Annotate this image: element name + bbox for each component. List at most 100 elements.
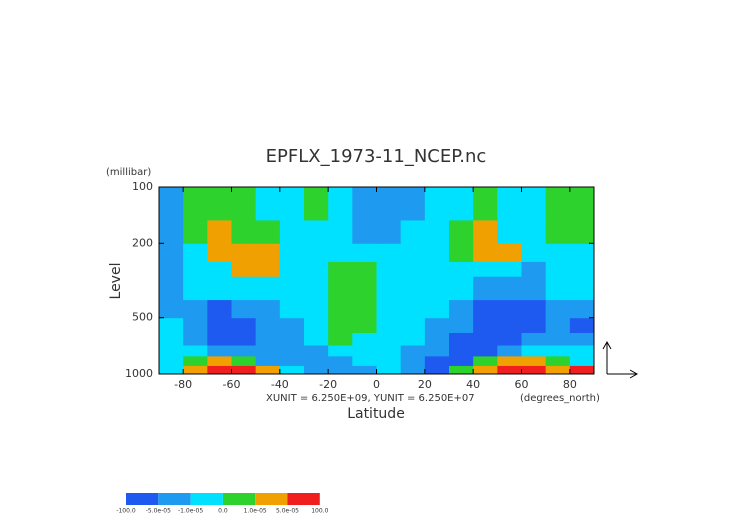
contour-cell [424, 365, 450, 375]
contour-cell [352, 332, 377, 346]
contour-cell [159, 299, 184, 319]
contour-cell [521, 219, 547, 244]
contour-cell [183, 355, 208, 366]
contour-cell [497, 219, 522, 244]
x-tick-label: 0 [373, 378, 380, 391]
colorbar-label: -100.0 [116, 508, 136, 515]
contour-cell [207, 243, 232, 262]
contour-cell [545, 317, 571, 334]
contour-cell [400, 219, 426, 244]
contour-cell [255, 243, 281, 262]
contour-cell [497, 317, 522, 334]
contour-cell [207, 187, 232, 221]
contour-cell [473, 243, 498, 262]
contour-cell [352, 219, 377, 244]
contour-cell [231, 261, 257, 277]
contour-cell [183, 299, 208, 319]
contour-cell [569, 365, 595, 375]
contour-cell [207, 355, 232, 366]
contour-cell [569, 299, 595, 319]
colorbar-label: 5.0e-05 [276, 508, 299, 515]
colorbar-swatch [222, 493, 256, 505]
contour-cell [376, 365, 402, 375]
contour-cell [231, 243, 257, 262]
contour-cell [569, 276, 595, 301]
contour-cell [207, 345, 232, 357]
contour-cell [569, 317, 595, 334]
contour-cell [328, 187, 353, 221]
contour-cell [279, 355, 305, 366]
contour-cell [255, 187, 281, 221]
contour-cell [497, 345, 522, 357]
contour-cell [473, 219, 498, 244]
contour-cell [473, 299, 498, 319]
contour-cell [569, 355, 595, 366]
contour-cell [545, 365, 571, 375]
contour-cell [424, 299, 450, 319]
contour-cell [424, 332, 450, 346]
contour-cell [545, 219, 571, 244]
contour-cell [449, 187, 474, 221]
contour-cell [449, 332, 474, 346]
contour-cell [424, 276, 450, 301]
contour-cell [521, 243, 547, 262]
contour-cell [449, 355, 474, 366]
contour-cell [231, 365, 257, 375]
contour-cell [207, 261, 232, 277]
contour-cell [376, 332, 402, 346]
contour-cell [473, 261, 498, 277]
contour-cell [497, 243, 522, 262]
contour-cell [497, 261, 522, 277]
contour-cell [521, 365, 547, 375]
contour-cell [159, 332, 184, 346]
contour-cell [400, 261, 426, 277]
contour-cell [352, 243, 377, 262]
contour-cell [400, 365, 426, 375]
contour-cell [159, 355, 184, 366]
contour-cell [159, 243, 184, 262]
contour-cell [449, 219, 474, 244]
contour-cell [376, 243, 402, 262]
contour-cell [424, 345, 450, 357]
contour-cell [159, 219, 184, 244]
contour-cell [521, 276, 547, 301]
contour-cell [183, 187, 208, 221]
contour-cell [449, 261, 474, 277]
contour-cell [569, 243, 595, 262]
contour-cell [279, 332, 305, 346]
contour-cell [207, 299, 232, 319]
contour-cell [304, 355, 329, 366]
contour-cell [400, 276, 426, 301]
contour-cell [352, 355, 377, 366]
contour-cell [352, 276, 377, 301]
contour-cell [255, 299, 281, 319]
contour-cell [449, 317, 474, 334]
contour-cell [545, 299, 571, 319]
contour-cell [545, 355, 571, 366]
contour-cell [304, 317, 329, 334]
contour-cell [328, 276, 353, 301]
contour-cell [279, 365, 305, 375]
contour-cell [255, 345, 281, 357]
contour-cell [183, 276, 208, 301]
contour-cell [473, 332, 498, 346]
colorbar-label: -5.0e-05 [146, 508, 171, 515]
contour-cell [328, 299, 353, 319]
contour-cell [521, 187, 547, 221]
contour-cell [473, 276, 498, 301]
contour-cell [328, 219, 353, 244]
contour-cell [231, 355, 257, 366]
contour-cell [328, 332, 353, 346]
contour-cell [279, 261, 305, 277]
contour-cell [304, 299, 329, 319]
contour-cell [231, 187, 257, 221]
contour-cell [473, 187, 498, 221]
y-label: Level [108, 263, 124, 300]
contour-cell [545, 243, 571, 262]
contour-cell [376, 261, 402, 277]
contour-cell [304, 345, 329, 357]
contour-cell [231, 276, 257, 301]
y-tick-label: 200 [132, 236, 153, 249]
contour-cell [231, 332, 257, 346]
